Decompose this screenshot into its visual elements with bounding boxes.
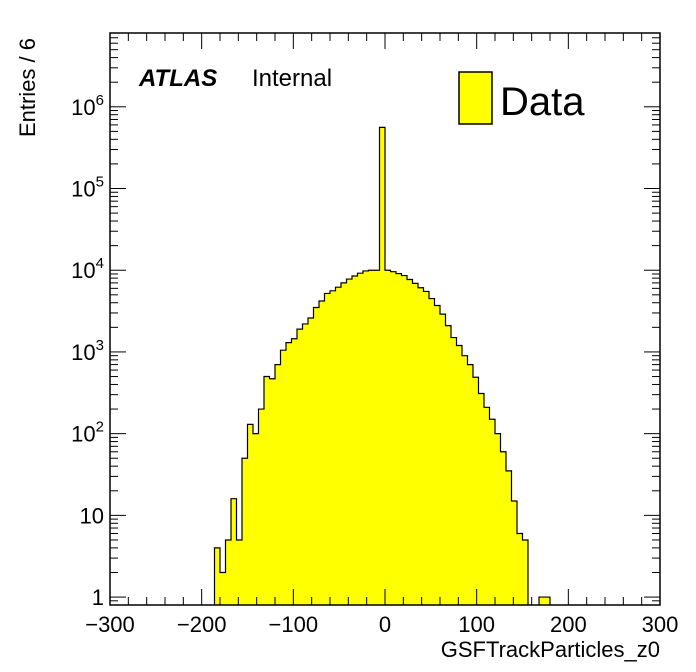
histogram-bar [357,273,363,605]
x-tick-label: 100 [458,612,495,637]
histogram-bar [390,271,396,605]
histogram-bar [324,293,330,605]
histogram-bar [407,279,413,605]
y-tick-label: 103 [71,337,104,365]
histogram-bar [462,355,468,605]
histogram-bar [313,307,319,605]
histogram-bar [429,298,435,605]
y-tick-label: 1 [92,585,104,610]
histogram-bar [352,275,358,605]
histogram-bar [544,597,550,605]
histogram-bar [500,451,506,605]
histogram-bar [396,273,402,605]
histogram-bar [308,318,314,605]
y-tick-label: 10 [80,503,104,528]
x-tick-label: −200 [177,612,227,637]
histogram-bar [280,350,286,605]
histogram-bar [368,270,374,605]
histogram-bar [506,470,512,605]
y-axis-title: Entries / 6 [15,38,40,137]
histogram-bar [440,314,446,605]
histogram-bar [489,419,495,605]
histogram-bar [220,572,226,605]
histogram-bar [297,329,303,605]
histogram-bar [341,282,347,605]
histogram-bar [286,342,292,605]
y-tick-label: 102 [71,419,104,447]
y-tick-label: 106 [71,92,104,120]
histogram-bar [374,270,380,605]
internal-label: Internal [252,65,332,92]
legend-swatch-data [458,71,493,125]
histogram-bar [242,458,248,605]
atlas-label: ATLAS [138,65,217,92]
x-tick-label: 200 [550,612,587,637]
histogram-bar [264,376,270,605]
legend-label-data: Data [500,80,585,124]
histogram-bar [467,364,473,605]
histogram-bars [213,126,551,606]
histogram-bar [253,433,259,605]
histogram-bar [511,500,517,605]
histogram-bar [231,498,237,605]
histogram-bar [236,539,242,605]
histogram-bar [495,433,501,605]
histogram-bar [385,270,391,605]
histogram-bar [451,337,457,605]
tick-labels: −300 −200 −100 0 100 200 300 1 10 102 103 104 105 106 [71,92,678,637]
histogram-bar [269,378,275,605]
histogram-bar [319,301,325,605]
histogram-bar [401,275,407,605]
y-tick-label: 104 [71,255,104,283]
histogram-bar [335,287,341,605]
histogram-bar [484,407,490,605]
histogram-bar [478,393,484,605]
histogram-bar [275,364,281,605]
histogram-bar [517,533,523,605]
x-tick-label: −100 [269,612,319,637]
x-tick-label: 300 [642,612,679,637]
x-tick-label: 0 [379,612,391,637]
histogram-bar [291,338,297,605]
histogram-bar [302,323,308,605]
histogram-bar [423,291,429,605]
histogram-bar [412,283,418,605]
y-tick-label: 105 [71,174,104,202]
axes [109,32,661,606]
histogram-bar [434,305,440,605]
histogram-bar [225,539,231,605]
histogram-bar [456,345,462,605]
histogram-bar [539,597,545,605]
histogram-bar [473,377,479,605]
histogram-bar [214,547,220,605]
histogram-bar [346,279,352,605]
x-axis-title: GSFTrackParticles_z0 [441,637,660,662]
histogram-bar [445,325,451,605]
histogram-bar [258,409,264,605]
histogram-bar [522,539,528,605]
histogram-bar [330,290,336,605]
histogram-bar [379,127,385,606]
histogram-bar [418,287,424,605]
x-tick-label: −300 [85,612,135,637]
histogram-bar [363,270,369,605]
histogram-bar [247,424,253,605]
